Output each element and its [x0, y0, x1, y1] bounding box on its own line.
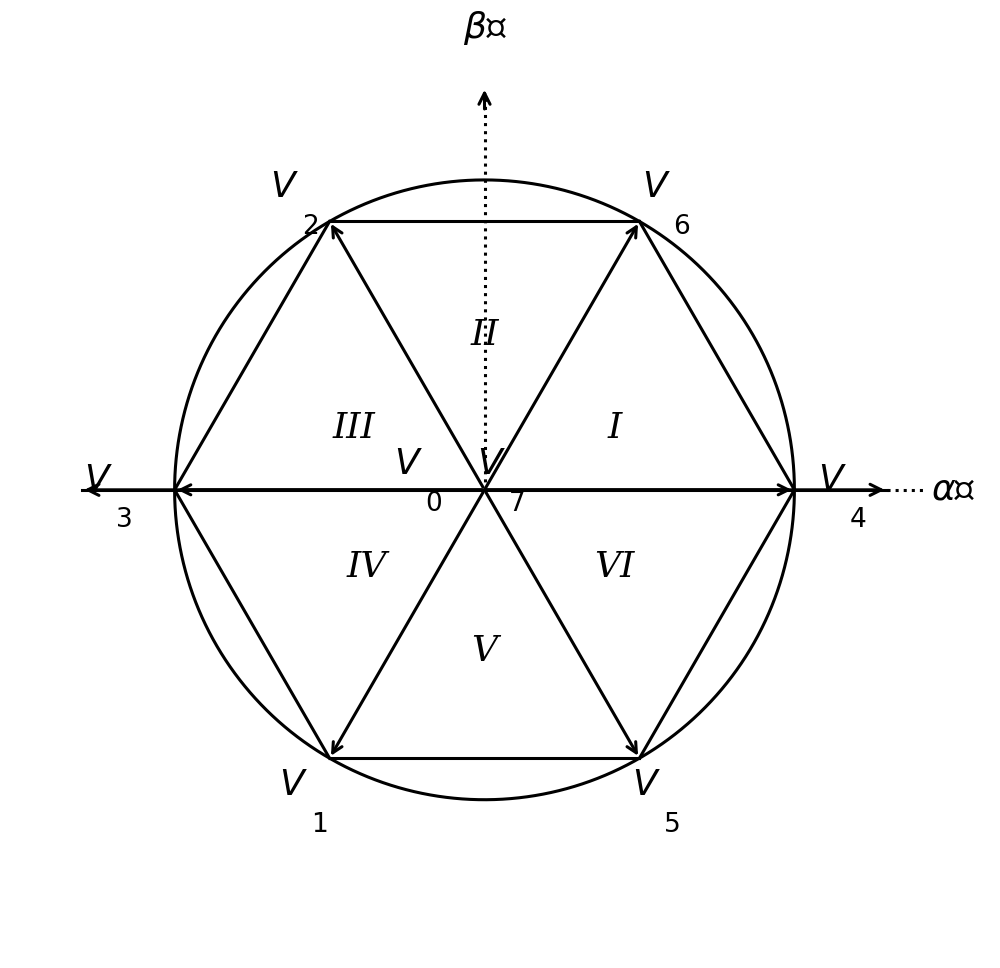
Text: $\mathit{V}$: $\mathit{V}$ — [270, 169, 299, 203]
Text: 5: 5 — [664, 812, 681, 838]
Text: $\beta$轴: $\beta$轴 — [463, 9, 506, 46]
Text: $\mathit{V}$: $\mathit{V}$ — [818, 463, 847, 497]
Text: III: III — [333, 410, 376, 445]
Text: $\mathit{V}$: $\mathit{V}$ — [279, 769, 308, 802]
Text: $\mathit{V}$: $\mathit{V}$ — [394, 447, 423, 481]
Text: $\alpha$轴: $\alpha$轴 — [931, 472, 975, 507]
Text: $\mathit{V}$: $\mathit{V}$ — [84, 463, 113, 497]
Text: 3: 3 — [116, 507, 132, 532]
Text: IV: IV — [347, 550, 387, 585]
Text: 1: 1 — [311, 812, 328, 838]
Text: 6: 6 — [674, 214, 690, 240]
Text: $\mathit{V}$: $\mathit{V}$ — [642, 169, 670, 203]
Text: 0: 0 — [426, 492, 442, 517]
Text: 7: 7 — [509, 492, 526, 517]
Text: II: II — [470, 318, 499, 352]
Text: $\mathit{V}$: $\mathit{V}$ — [477, 447, 506, 481]
Text: I: I — [608, 410, 622, 445]
Text: V: V — [471, 634, 498, 668]
Text: 4: 4 — [850, 507, 867, 532]
Text: VI: VI — [594, 550, 635, 585]
Text: $\mathit{V}$: $\mathit{V}$ — [632, 769, 661, 802]
Text: 2: 2 — [302, 214, 318, 240]
